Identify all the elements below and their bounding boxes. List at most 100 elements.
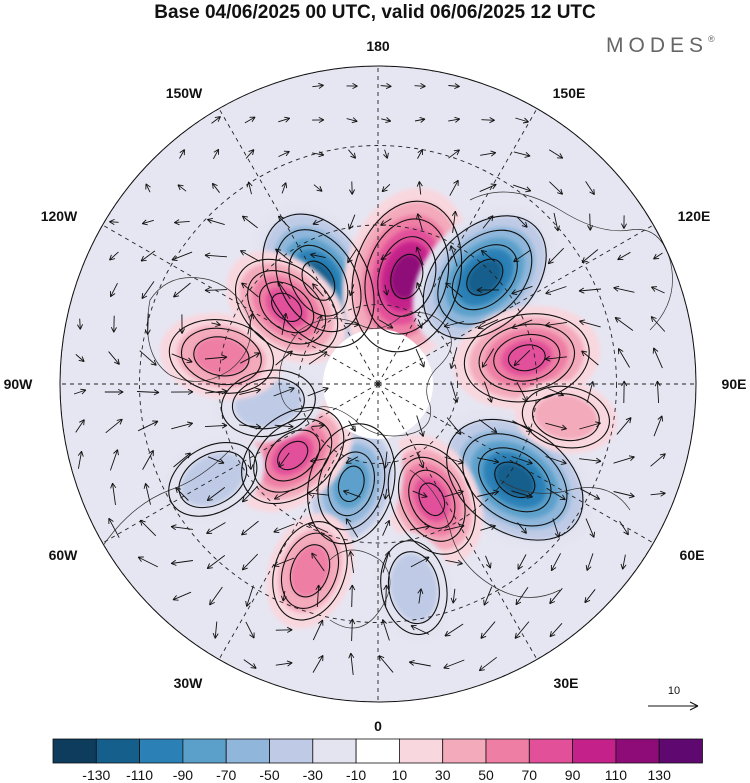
wind-arrow <box>613 455 635 464</box>
wind-arrow <box>245 149 255 159</box>
wind-arrow <box>212 621 219 639</box>
colorbar-label: 30 <box>435 767 451 783</box>
wind-arrow <box>348 284 355 297</box>
colorbar-swatch <box>485 738 530 764</box>
contour-ring <box>234 258 339 356</box>
wind-arrow <box>586 381 595 403</box>
wind-arrow <box>614 317 634 331</box>
wind-arrow <box>544 321 567 328</box>
wind-arrow <box>620 215 627 229</box>
latitude-circle <box>139 145 617 623</box>
wind-arrow <box>417 319 423 329</box>
colorbar: -130 -110 -90 -70 -50 -30 -10 10 30 50 70 90 110 130 <box>52 738 703 783</box>
wind-arrow <box>483 586 493 606</box>
contour-ring <box>463 313 590 403</box>
wind-arrow <box>415 246 424 266</box>
colorbar-swatch <box>442 738 487 764</box>
wind-arrow <box>579 457 602 464</box>
wind-arrow <box>382 488 389 500</box>
wind-arrow <box>281 182 288 194</box>
wind-arrow <box>408 659 431 667</box>
wind-arrow <box>382 519 391 536</box>
wind-arrow <box>312 82 324 89</box>
wind-arrow <box>544 355 567 362</box>
wind-arrow <box>480 621 496 639</box>
latitude-circle <box>298 304 458 464</box>
wind-arrow <box>448 116 461 123</box>
wind-arrow <box>312 219 324 226</box>
wind-arrow <box>312 619 324 641</box>
wind-arrow <box>312 116 325 123</box>
wind-arrow <box>313 184 323 192</box>
wind-arrow <box>273 523 295 534</box>
wind-arrow <box>483 381 493 403</box>
wind-arrow <box>141 219 154 226</box>
wind-arrow <box>110 315 117 333</box>
label-0: 0 <box>374 718 382 734</box>
anomaly-center <box>374 532 453 643</box>
wind-arrow <box>383 584 390 608</box>
colorbar-swatch <box>269 738 314 764</box>
wind-arrow <box>348 420 356 432</box>
wind-arrow <box>620 554 627 570</box>
wind-arrow <box>142 450 154 470</box>
wind-arrow <box>348 652 355 675</box>
meridian <box>214 383 379 667</box>
wind-arrow <box>348 149 357 159</box>
wind-arrow <box>619 520 629 536</box>
wind-arrow <box>480 524 496 531</box>
wind-arrow <box>485 555 492 569</box>
wind-arrow <box>549 622 563 638</box>
land-outlines <box>99 191 673 629</box>
wind-arrow <box>382 551 391 573</box>
wind-arrow <box>239 423 262 430</box>
wind-arrow <box>513 249 531 263</box>
meridian <box>377 383 542 667</box>
wind-arrow <box>481 117 495 124</box>
wind-arrow <box>307 386 329 397</box>
wind-arrow <box>621 380 628 404</box>
wind-arrow <box>109 449 119 471</box>
map-border <box>59 65 697 703</box>
wind-arrow <box>410 624 430 635</box>
wind-arrow <box>549 588 563 605</box>
wind-arrow <box>141 281 155 299</box>
wind-arrow <box>213 148 220 160</box>
colorbar-label: -10 <box>346 767 366 783</box>
wind-arrow <box>345 456 359 464</box>
wind-arrow <box>416 181 423 195</box>
wind-arrow <box>448 149 460 159</box>
wind-arrow <box>550 553 561 572</box>
wind-arrow <box>239 387 261 395</box>
wind-arrow <box>613 285 635 293</box>
wind-arrow <box>206 217 225 226</box>
wind-arrow <box>414 116 426 123</box>
wind-arrow <box>512 420 532 432</box>
wind-arrow <box>549 181 564 195</box>
wind-arrow <box>313 314 323 334</box>
wind-arrow <box>654 380 661 404</box>
wind-arrow <box>241 215 258 229</box>
wind-arrow <box>516 216 528 228</box>
coastline <box>278 312 452 437</box>
wind-arrow <box>247 313 255 335</box>
wind-arrow <box>378 319 394 329</box>
wind-arrow <box>145 183 151 193</box>
wind-arrow <box>310 252 326 259</box>
wind-arrow <box>479 183 497 193</box>
wind-arrow <box>581 249 599 263</box>
wind-arrow <box>580 488 601 500</box>
wind-arrow <box>481 348 495 368</box>
wind-arrow <box>280 590 287 602</box>
wind-arrow <box>349 618 356 642</box>
wind-arrow <box>381 619 390 641</box>
wind-arrow <box>137 556 159 568</box>
wind-arrow <box>109 218 119 225</box>
wind-arrow <box>136 389 160 396</box>
wind-arrow <box>315 584 322 608</box>
wind-arrow <box>244 116 256 124</box>
wind-arrow <box>514 621 530 639</box>
wind-arrow <box>139 350 157 366</box>
wind-arrow <box>143 483 151 505</box>
wind-arrow <box>477 489 499 497</box>
